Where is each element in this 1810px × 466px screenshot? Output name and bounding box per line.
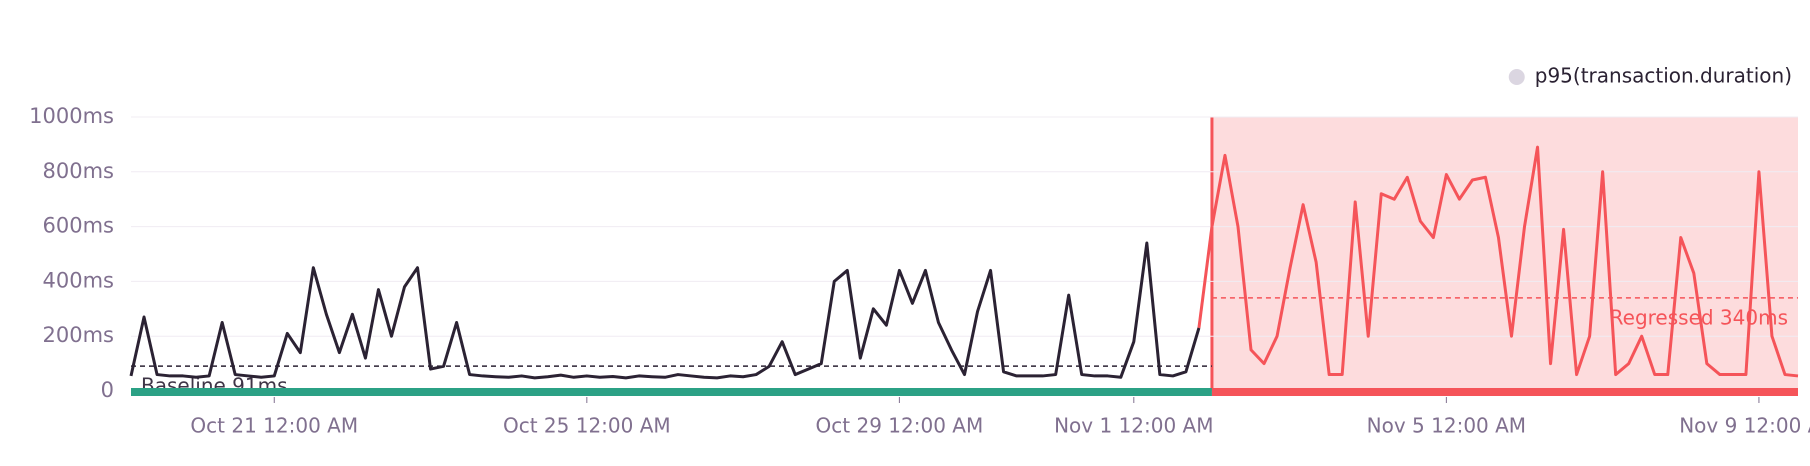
baseline-bar (131, 388, 1212, 396)
x-tick-label: Nov 5 12:00 AM (1367, 414, 1526, 438)
regression-region (1211, 117, 1798, 391)
regression-bar (1211, 388, 1798, 396)
y-tick-label: 200ms (43, 323, 114, 347)
x-tick-label: Nov 1 12:00 AM (1054, 414, 1213, 438)
y-tick-label: 800ms (43, 159, 114, 183)
legend-label: p95(transaction.duration) (1535, 64, 1792, 88)
y-tick-label: 0 (101, 378, 114, 402)
x-tick-label: Oct 25 12:00 AM (503, 414, 671, 438)
regression-line (1210, 145, 1799, 378)
y-tick-label: 400ms (43, 268, 114, 292)
y-tick-label: 1000ms (29, 104, 114, 128)
line-connector (1197, 226, 1214, 329)
x-tick-label: Oct 29 12:00 AM (816, 414, 984, 438)
legend-marker (1508, 69, 1525, 85)
x-tick-label: Nov 9 12:00 AM (1679, 414, 1810, 438)
series-line (129, 241, 1201, 380)
y-tick-label: 600ms (43, 214, 114, 238)
x-tick-label: Oct 21 12:00 AM (190, 414, 358, 438)
